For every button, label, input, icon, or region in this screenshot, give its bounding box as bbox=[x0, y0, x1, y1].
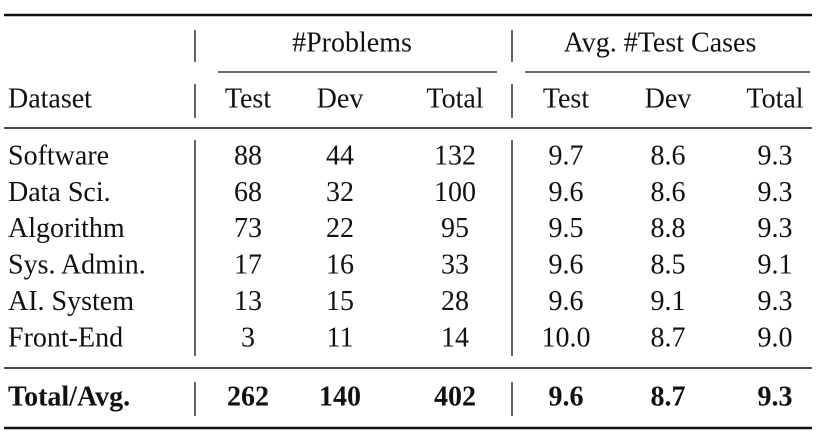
cell: 8.8 bbox=[651, 213, 686, 244]
cell: 8.6 bbox=[651, 177, 686, 208]
cell: 9.3 bbox=[758, 140, 793, 171]
cell: 22 bbox=[326, 213, 354, 244]
cell: Sys. Admin. bbox=[8, 250, 146, 281]
column-header: Total bbox=[426, 83, 483, 114]
cell: 88 bbox=[234, 140, 262, 171]
cell: 13 bbox=[234, 286, 262, 317]
cell: 9.3 bbox=[758, 177, 793, 208]
cell: 9.5 bbox=[549, 213, 584, 244]
column-header: Total bbox=[746, 83, 803, 114]
cell: 73 bbox=[234, 213, 262, 244]
cell: 14 bbox=[441, 322, 469, 353]
cell: 9.1 bbox=[651, 286, 686, 317]
cell: 100 bbox=[434, 177, 476, 208]
column-header: Dev bbox=[317, 83, 364, 114]
cell: 9.6 bbox=[549, 177, 584, 208]
cell: 132 bbox=[434, 140, 476, 171]
cell: 9.3 bbox=[758, 213, 793, 244]
total-cell: Total/Avg. bbox=[8, 381, 130, 412]
cell: 9.3 bbox=[758, 286, 793, 317]
cell: Front-End bbox=[8, 322, 123, 353]
cell: 3 bbox=[241, 322, 255, 353]
total-cell: 262 bbox=[227, 381, 269, 412]
cell: 11 bbox=[327, 322, 354, 353]
group-header: Avg. #Test Cases bbox=[564, 27, 757, 58]
cell: 44 bbox=[326, 140, 354, 171]
cell: AI. System bbox=[8, 286, 134, 317]
cell: 32 bbox=[326, 177, 354, 208]
cell: 8.6 bbox=[651, 140, 686, 171]
cell: 9.6 bbox=[549, 286, 584, 317]
total-cell: 402 bbox=[434, 381, 476, 412]
cell: Data Sci. bbox=[8, 177, 111, 208]
cell: Algorithm bbox=[8, 213, 125, 244]
column-header: Test bbox=[225, 83, 271, 114]
cell: 10.0 bbox=[542, 322, 591, 353]
total-cell: 9.6 bbox=[549, 381, 584, 412]
group-header: #Problems bbox=[292, 27, 412, 58]
cell: 68 bbox=[234, 177, 262, 208]
total-cell: 9.3 bbox=[758, 381, 793, 412]
cell: 28 bbox=[441, 286, 469, 317]
cell: 9.7 bbox=[549, 140, 584, 171]
cell: 8.7 bbox=[651, 322, 686, 353]
cell: 9.6 bbox=[549, 250, 584, 281]
column-header: Dataset bbox=[8, 83, 92, 114]
total-cell: 140 bbox=[319, 381, 361, 412]
cell: 17 bbox=[234, 250, 262, 281]
column-header: Test bbox=[543, 83, 589, 114]
cell: 9.1 bbox=[758, 250, 793, 281]
vertical-bars bbox=[194, 30, 513, 416]
total-cell: 8.7 bbox=[651, 381, 686, 412]
cell: 95 bbox=[441, 213, 469, 244]
column-header: Dev bbox=[645, 83, 692, 114]
cell: 15 bbox=[326, 286, 354, 317]
cell: 16 bbox=[326, 250, 354, 281]
cell: Software bbox=[8, 140, 109, 171]
cell: 9.0 bbox=[758, 322, 793, 353]
cell: 8.5 bbox=[651, 250, 686, 281]
cell: 33 bbox=[441, 250, 469, 281]
